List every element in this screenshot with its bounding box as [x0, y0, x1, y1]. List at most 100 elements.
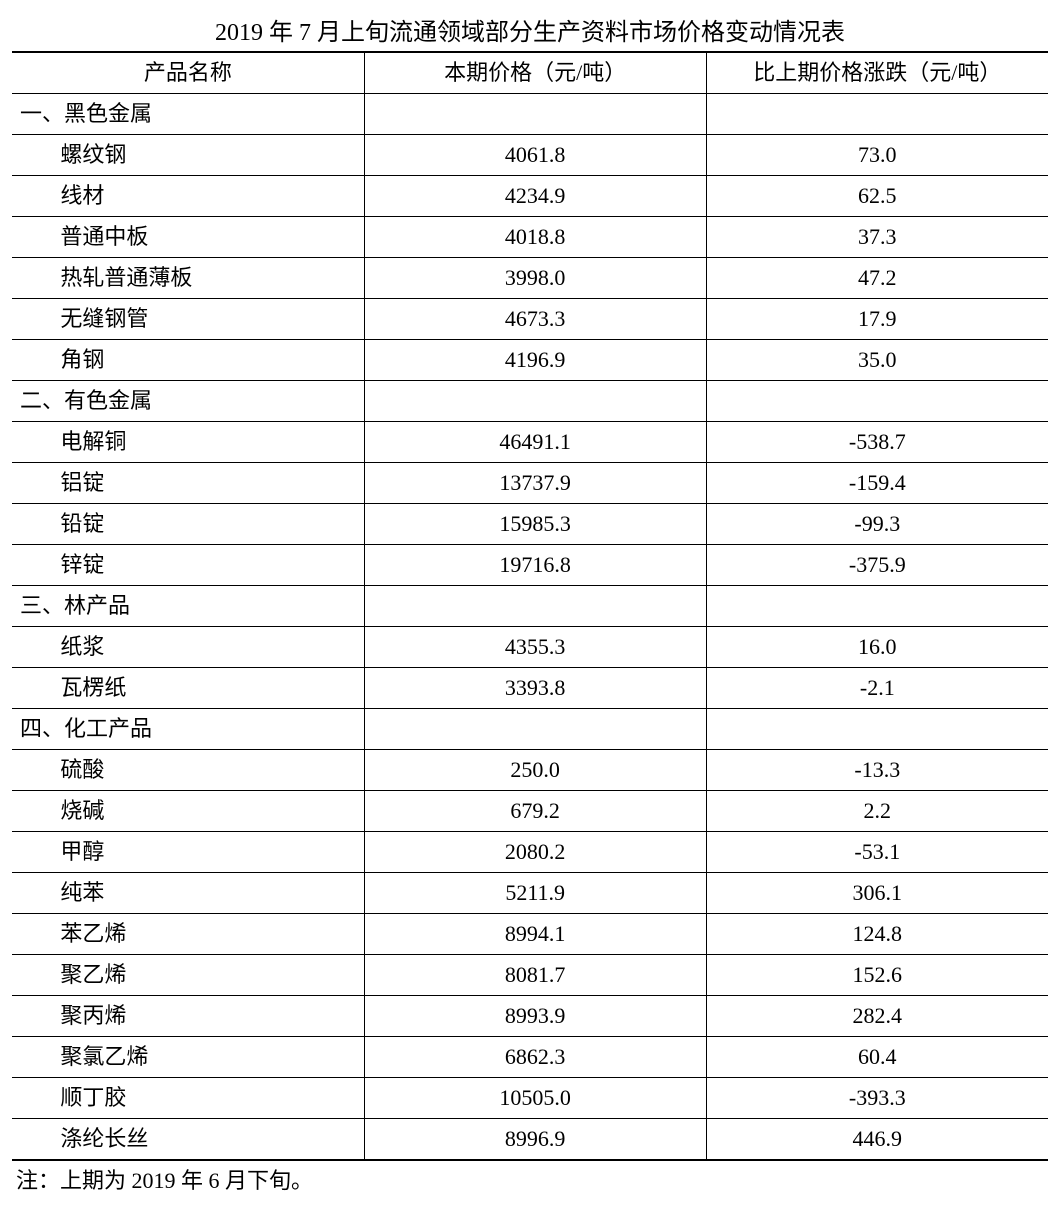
product-name: 铅锭 — [12, 504, 364, 545]
product-name: 铝锭 — [12, 463, 364, 504]
product-change: 37.3 — [706, 217, 1048, 258]
product-name: 无缝钢管 — [12, 299, 364, 340]
table-row: 硫酸250.0-13.3 — [12, 750, 1048, 791]
table-row: 聚乙烯8081.7152.6 — [12, 955, 1048, 996]
product-change: -375.9 — [706, 545, 1048, 586]
product-price: 3998.0 — [364, 258, 706, 299]
category-price-empty — [364, 94, 706, 135]
product-price: 15985.3 — [364, 504, 706, 545]
product-name: 瓦楞纸 — [12, 668, 364, 709]
product-change: -13.3 — [706, 750, 1048, 791]
table-row: 铝锭13737.9-159.4 — [12, 463, 1048, 504]
category-row: 四、化工产品 — [12, 709, 1048, 750]
product-change: 124.8 — [706, 914, 1048, 955]
product-name: 热轧普通薄板 — [12, 258, 364, 299]
category-row: 三、林产品 — [12, 586, 1048, 627]
product-name: 聚丙烯 — [12, 996, 364, 1037]
table-row: 电解铜46491.1-538.7 — [12, 422, 1048, 463]
product-price: 4673.3 — [364, 299, 706, 340]
product-name: 纸浆 — [12, 627, 364, 668]
product-change: -159.4 — [706, 463, 1048, 504]
product-name: 顺丁胶 — [12, 1078, 364, 1119]
col-header-change: 比上期价格涨跌（元/吨） — [706, 52, 1048, 94]
product-change: 306.1 — [706, 873, 1048, 914]
product-change: -53.1 — [706, 832, 1048, 873]
category-heading: 二、有色金属 — [12, 381, 364, 422]
product-price: 4355.3 — [364, 627, 706, 668]
table-body: 一、黑色金属螺纹钢4061.873.0线材4234.962.5普通中板4018.… — [12, 94, 1048, 1161]
product-name: 聚氯乙烯 — [12, 1037, 364, 1078]
product-price: 4018.8 — [364, 217, 706, 258]
product-price: 4234.9 — [364, 176, 706, 217]
product-name: 硫酸 — [12, 750, 364, 791]
category-price-empty — [364, 586, 706, 627]
table-row: 铅锭15985.3-99.3 — [12, 504, 1048, 545]
table-header-row: 产品名称 本期价格（元/吨） 比上期价格涨跌（元/吨） — [12, 52, 1048, 94]
product-change: 152.6 — [706, 955, 1048, 996]
product-price: 46491.1 — [364, 422, 706, 463]
table-row: 普通中板4018.837.3 — [12, 217, 1048, 258]
table-row: 烧碱679.22.2 — [12, 791, 1048, 832]
table-row: 聚氯乙烯6862.360.4 — [12, 1037, 1048, 1078]
product-change: -99.3 — [706, 504, 1048, 545]
category-heading: 四、化工产品 — [12, 709, 364, 750]
category-change-empty — [706, 586, 1048, 627]
table-row: 纸浆4355.316.0 — [12, 627, 1048, 668]
product-name: 线材 — [12, 176, 364, 217]
product-name: 烧碱 — [12, 791, 364, 832]
category-change-empty — [706, 381, 1048, 422]
table-row: 锌锭19716.8-375.9 — [12, 545, 1048, 586]
product-price: 5211.9 — [364, 873, 706, 914]
product-change: 62.5 — [706, 176, 1048, 217]
product-change: 47.2 — [706, 258, 1048, 299]
product-name: 角钢 — [12, 340, 364, 381]
table-row: 瓦楞纸3393.8-2.1 — [12, 668, 1048, 709]
product-name: 电解铜 — [12, 422, 364, 463]
product-change: 35.0 — [706, 340, 1048, 381]
table-footnote: 注：上期为 2019 年 6 月下旬。 — [12, 1163, 1048, 1195]
category-heading: 一、黑色金属 — [12, 94, 364, 135]
col-header-price: 本期价格（元/吨） — [364, 52, 706, 94]
category-heading: 三、林产品 — [12, 586, 364, 627]
table-row: 角钢4196.935.0 — [12, 340, 1048, 381]
product-change: 60.4 — [706, 1037, 1048, 1078]
table-title: 2019 年 7 月上旬流通领域部分生产资料市场价格变动情况表 — [12, 12, 1048, 47]
product-price: 8993.9 — [364, 996, 706, 1037]
product-price: 2080.2 — [364, 832, 706, 873]
product-price: 10505.0 — [364, 1078, 706, 1119]
price-table: 产品名称 本期价格（元/吨） 比上期价格涨跌（元/吨） 一、黑色金属螺纹钢406… — [12, 51, 1048, 1161]
product-price: 4061.8 — [364, 135, 706, 176]
product-change: -538.7 — [706, 422, 1048, 463]
table-row: 顺丁胶10505.0-393.3 — [12, 1078, 1048, 1119]
product-price: 8994.1 — [364, 914, 706, 955]
category-row: 二、有色金属 — [12, 381, 1048, 422]
product-change: -393.3 — [706, 1078, 1048, 1119]
product-price: 4196.9 — [364, 340, 706, 381]
product-name: 螺纹钢 — [12, 135, 364, 176]
product-name: 纯苯 — [12, 873, 364, 914]
category-change-empty — [706, 709, 1048, 750]
product-name: 普通中板 — [12, 217, 364, 258]
col-header-name: 产品名称 — [12, 52, 364, 94]
product-name: 锌锭 — [12, 545, 364, 586]
product-change: 73.0 — [706, 135, 1048, 176]
product-price: 19716.8 — [364, 545, 706, 586]
table-row: 无缝钢管4673.317.9 — [12, 299, 1048, 340]
product-name: 甲醇 — [12, 832, 364, 873]
table-row: 聚丙烯8993.9282.4 — [12, 996, 1048, 1037]
table-row: 热轧普通薄板3998.047.2 — [12, 258, 1048, 299]
product-price: 8081.7 — [364, 955, 706, 996]
product-price: 250.0 — [364, 750, 706, 791]
table-row: 线材4234.962.5 — [12, 176, 1048, 217]
category-price-empty — [364, 381, 706, 422]
product-change: 16.0 — [706, 627, 1048, 668]
product-name: 聚乙烯 — [12, 955, 364, 996]
product-price: 679.2 — [364, 791, 706, 832]
product-price: 13737.9 — [364, 463, 706, 504]
product-change: 282.4 — [706, 996, 1048, 1037]
table-row: 螺纹钢4061.873.0 — [12, 135, 1048, 176]
product-change: 2.2 — [706, 791, 1048, 832]
category-price-empty — [364, 709, 706, 750]
product-name: 苯乙烯 — [12, 914, 364, 955]
table-row: 甲醇2080.2-53.1 — [12, 832, 1048, 873]
